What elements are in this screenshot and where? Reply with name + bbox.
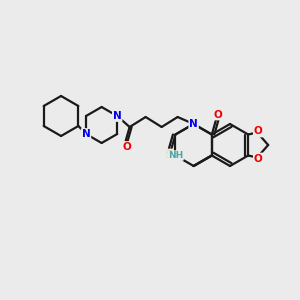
Text: S: S (165, 149, 173, 160)
Text: N: N (189, 119, 198, 129)
Text: O: O (214, 110, 223, 119)
Text: O: O (254, 127, 262, 136)
Text: O: O (122, 142, 131, 152)
Text: O: O (254, 154, 262, 164)
Text: NH: NH (168, 151, 183, 160)
Text: N: N (113, 111, 122, 121)
Text: N: N (82, 129, 90, 139)
